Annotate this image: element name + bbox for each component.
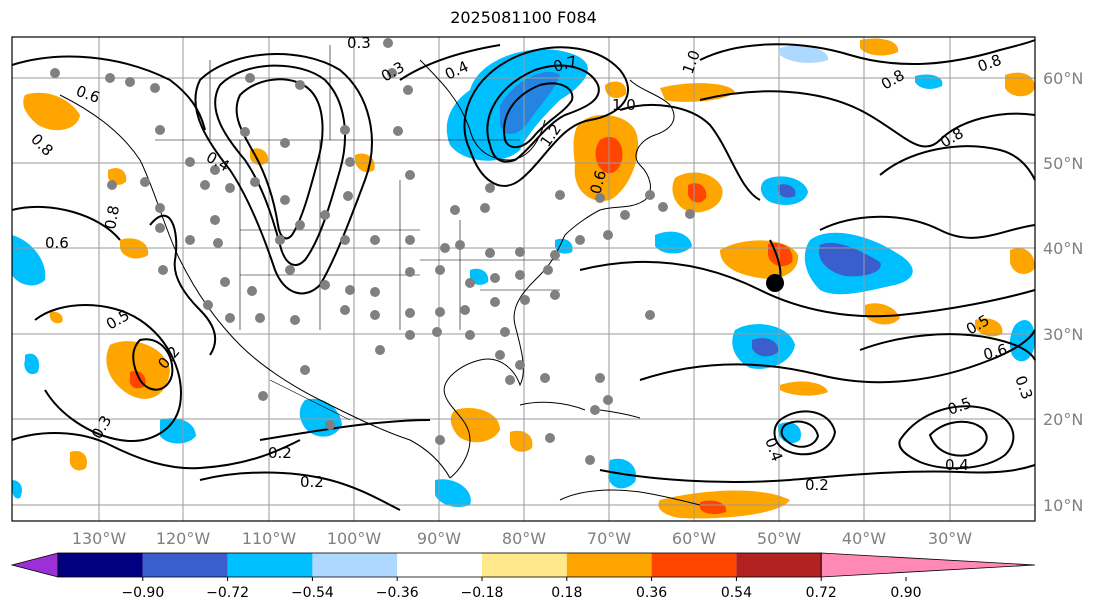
colorbar-swatch xyxy=(312,553,398,577)
colorbar-swatch xyxy=(482,553,567,577)
colorbar-tick-label: −0.90 xyxy=(121,585,164,601)
map-title: 2025081100 F084 xyxy=(450,8,597,27)
storm-center-marker xyxy=(766,274,784,292)
colorbar-tick-label: −0.18 xyxy=(461,585,504,601)
lon-label: 70°W xyxy=(587,529,631,548)
contour-label: 0.6 xyxy=(45,234,69,252)
contour-label: 0.6 xyxy=(586,168,610,196)
colorbar-tick-label: −0.72 xyxy=(206,585,249,601)
lat-label: 10°N xyxy=(1043,496,1083,515)
contour-label: 0.4 xyxy=(945,456,969,474)
longitude-labels: 130°W 120°W 110°W 100°W 90°W 80°W 70°W 6… xyxy=(72,529,972,548)
colorbar-swatch xyxy=(566,553,652,577)
political-borders xyxy=(155,45,560,421)
colorbar-tick-label: 0.36 xyxy=(636,585,667,601)
colorbar-tick-label: −0.36 xyxy=(376,585,419,601)
lat-label: 20°N xyxy=(1043,410,1083,429)
colorbar-swatch xyxy=(651,553,737,577)
colorbar-swatch xyxy=(58,553,143,577)
contour-lines xyxy=(11,39,1036,511)
lat-label: 50°N xyxy=(1043,154,1083,173)
colorbar-outline xyxy=(57,552,822,578)
contour-label: 0.7 xyxy=(551,52,579,76)
lon-label: 110°W xyxy=(242,529,297,548)
map-border xyxy=(11,36,1036,522)
lon-label: 90°W xyxy=(417,529,461,548)
contour-label: 1.0 xyxy=(612,96,636,114)
lat-label: 30°N xyxy=(1043,325,1083,344)
colorbar-tick-label: 0.90 xyxy=(890,585,921,601)
colorbar-swatch xyxy=(227,553,313,577)
lat-label: 40°N xyxy=(1043,239,1083,258)
lon-label: 80°W xyxy=(502,529,546,548)
lat-label: 60°N xyxy=(1043,69,1083,88)
lon-label: 40°W xyxy=(842,529,886,548)
lon-label: 60°W xyxy=(672,529,716,548)
colorbar-tick-label: 0.72 xyxy=(806,585,837,601)
lon-label: 50°W xyxy=(757,529,801,548)
colorbar-swatch xyxy=(397,553,482,577)
lon-label: 130°W xyxy=(72,529,127,548)
colorbar: −0.90 −0.72 −0.54 −0.36 −0.18 0.18 0.36 0.54 0.7… xyxy=(10,552,1036,601)
latitude-labels: 60°N 50°N 40°N 30°N 20°N 10°N xyxy=(1043,69,1083,515)
colorbar-tick-label: 0.54 xyxy=(721,585,752,601)
colorbar-swatch xyxy=(142,553,228,577)
lon-label: 100°W xyxy=(327,529,382,548)
contour-label: 0.3 xyxy=(347,34,371,52)
lon-label: 120°W xyxy=(156,529,211,548)
contour-label: 0.8 xyxy=(101,204,123,231)
contour-label: 0.2 xyxy=(268,444,292,462)
colorbar-tick-label: 0.18 xyxy=(551,585,582,601)
colorbar-extend-low xyxy=(10,552,59,578)
colorbar-tick-label: −0.54 xyxy=(291,585,334,601)
lon-label: 30°W xyxy=(928,529,972,548)
map-area: 0.3 0.3 0.4 0.7 1.0 1.0 1.2 0.8 0.8 0.6 … xyxy=(11,34,1036,522)
contour-label: 0.2 xyxy=(805,476,829,494)
contour-label: 0.2 xyxy=(300,473,324,491)
colorbar-swatch xyxy=(736,553,822,577)
colorbar-extend-high xyxy=(820,552,1036,578)
contour-label: 0.6 xyxy=(981,340,1009,364)
station-markers xyxy=(50,38,695,465)
